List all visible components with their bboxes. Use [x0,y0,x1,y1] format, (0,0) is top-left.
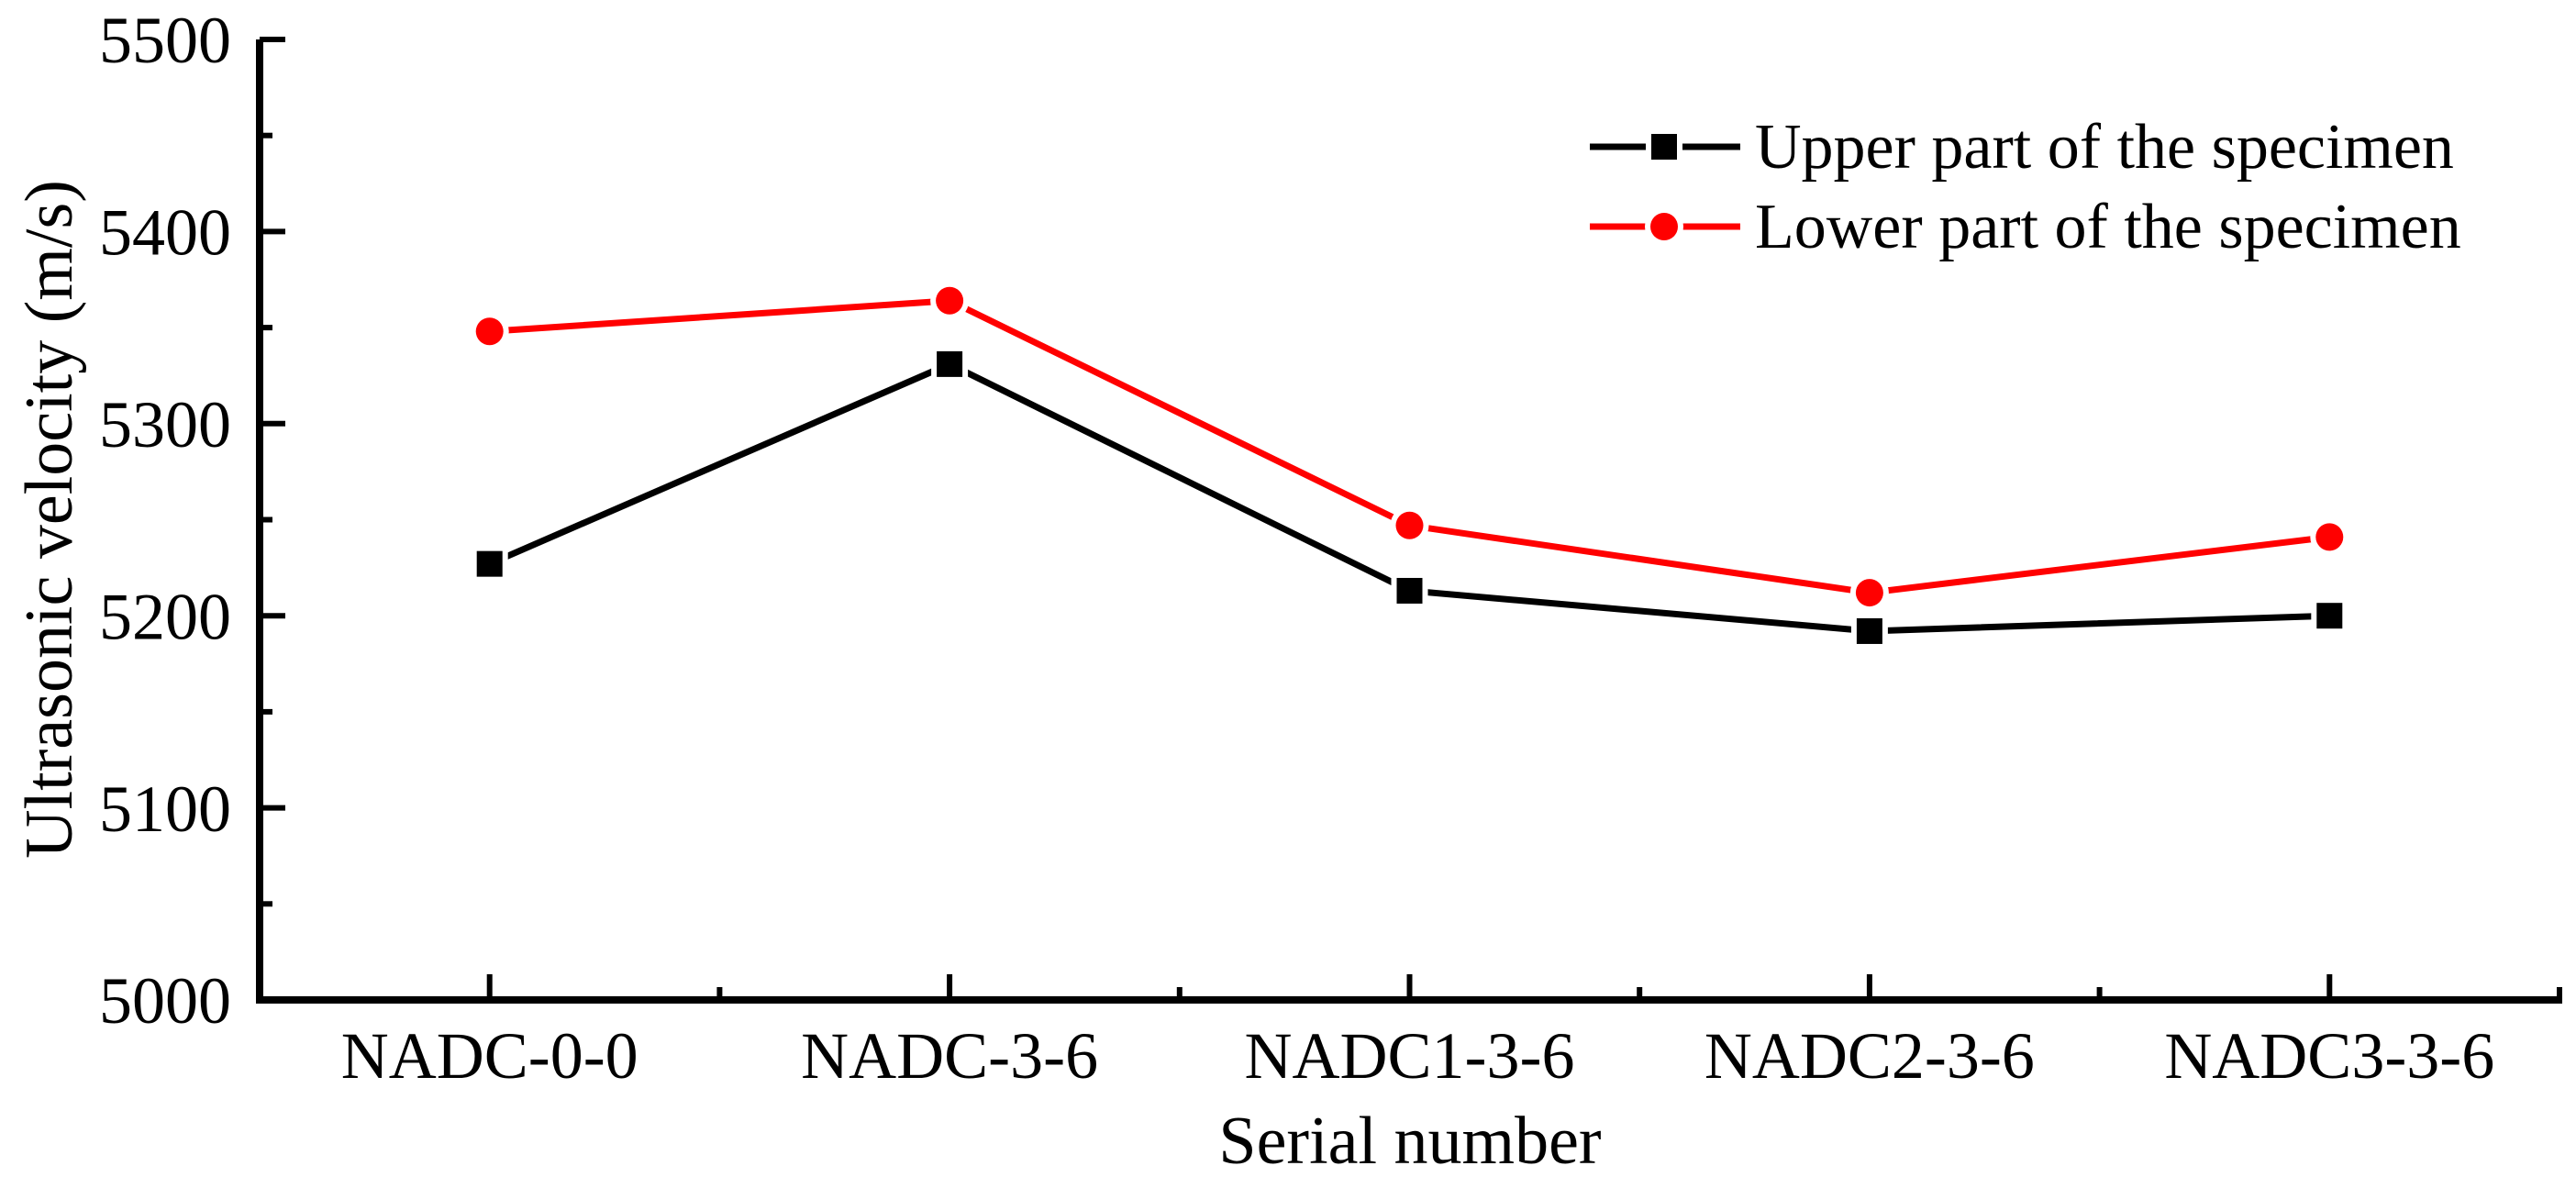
y-tick-label: 5400 [99,196,231,270]
data-point-marker [1395,511,1424,539]
data-point-marker [1855,579,1883,607]
legend-circle-marker-icon [1650,213,1678,240]
series-1 [470,281,2349,613]
y-tick-label: 5500 [99,4,231,77]
x-tick-label: NADC-3-6 [801,1019,1098,1093]
data-point-marker [2315,523,2344,551]
legend-item-upper: Upper part of the specimen [1590,112,2454,183]
x-tick-label: NADC1-3-6 [1245,1019,1575,1093]
y-axis-title: Ultrasonic velocity (m/s) [12,180,87,859]
series-0 [471,345,2348,650]
data-point-marker [1856,617,1882,644]
x-tick-label: NADC3-3-6 [2164,1019,2494,1093]
x-tick-label: NADC2-3-6 [1704,1019,2035,1093]
data-point-marker [1396,577,1423,604]
y-tick-label: 5100 [99,772,231,846]
y-tick-label: 5000 [99,964,231,1038]
x-tick-label: NADC-0-0 [341,1019,638,1093]
data-point-marker [2316,603,2343,629]
legend: Upper part of the specimen Lower part of… [1590,112,2461,262]
data-point-marker [936,286,964,315]
legend-label-upper: Upper part of the specimen [1755,112,2454,183]
data-point-marker [475,317,504,346]
legend-item-lower: Lower part of the specimen [1590,192,2461,262]
y-tick-label: 5200 [99,580,231,653]
data-point-marker [476,550,503,577]
data-point-marker [937,350,963,377]
x-axis-title: Serial number [1218,1104,1601,1179]
legend-label-lower: Lower part of the specimen [1755,192,2461,262]
tick-labels: 5000 5100 5200 5300 5400 5500 NADC-0-0 NADC-3-6… [99,4,2494,1093]
legend-square-marker-icon [1651,134,1677,160]
y-tick-label: 5300 [99,388,231,461]
tick-marks [257,37,2562,1003]
